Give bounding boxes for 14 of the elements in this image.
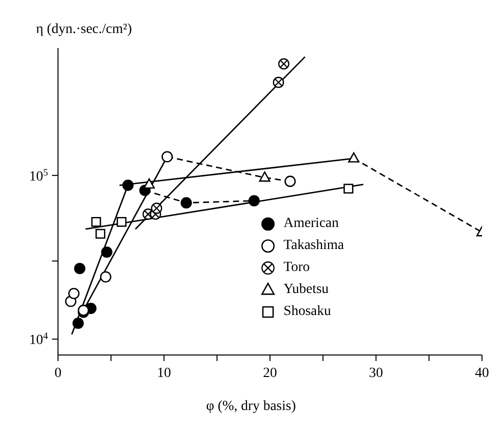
legend-label: Shosaku — [284, 304, 331, 320]
legend-label: Yubetsu — [284, 282, 329, 298]
x-tick-label: 20 — [263, 366, 277, 381]
legend-label: Takashima — [284, 238, 344, 254]
x-tick-label: 10 — [157, 366, 171, 381]
y-tick-label: 10$^{4}$ — [29, 330, 48, 348]
legend-label: Toro — [284, 260, 310, 276]
x-axis-title: φ (%, dry basis) — [205, 399, 297, 415]
x-tick-label: 0 — [54, 366, 62, 381]
x-tick-label: 40 — [475, 366, 489, 381]
legend-label: American — [284, 216, 339, 232]
x-tick-label: 30 — [369, 366, 383, 381]
y-tick-label: 10$^{5}$ — [29, 166, 48, 184]
y-axis-title: η (dyn.·sec./cm²) — [36, 22, 132, 38]
